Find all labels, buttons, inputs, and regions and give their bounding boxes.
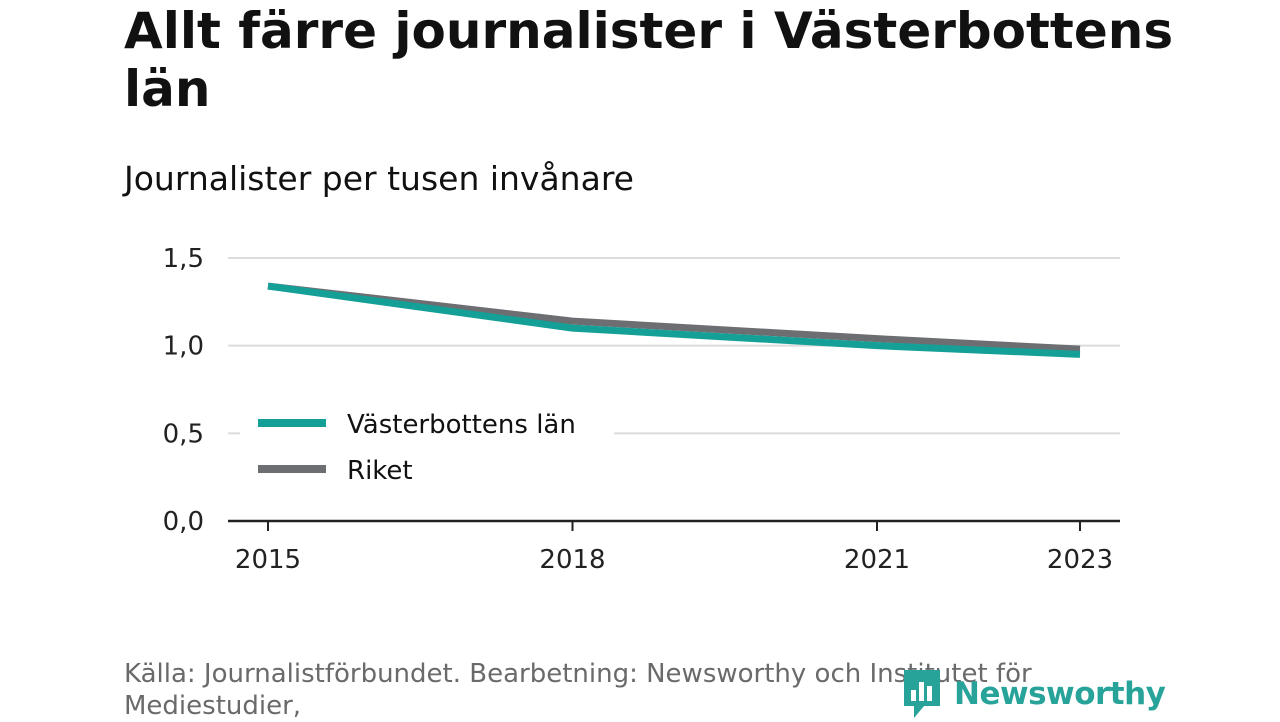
newsworthy-logo: Newsworthy (900, 668, 1165, 720)
line-chart: 0,0 0,5 1,0 1,5 2015 2018 2021 2023 Västerbott… (0, 0, 1280, 640)
y-tick-label: 0,5 (163, 419, 204, 449)
y-tick-label: 1,0 (163, 332, 204, 362)
x-tick-label: 2023 (1047, 545, 1113, 575)
brand-name: Newsworthy (954, 676, 1165, 712)
series-lines (268, 286, 1080, 355)
y-tick-label: 0,0 (163, 507, 204, 537)
legend-label: Västerbottens län (347, 410, 576, 440)
x-tick-label: 2018 (539, 545, 605, 575)
x-axis-tick-labels: 2015 2018 2021 2023 (235, 545, 1113, 575)
newsworthy-logo-icon (900, 668, 944, 720)
x-tick-label: 2015 (235, 545, 301, 575)
legend: Västerbottens län Riket (240, 398, 614, 494)
x-tick-label: 2021 (844, 545, 910, 575)
legend-label: Riket (347, 456, 413, 486)
y-axis-tick-labels: 0,0 0,5 1,0 1,5 (163, 244, 204, 537)
y-tick-label: 1,5 (163, 244, 204, 274)
series-line-riket (268, 286, 1080, 349)
x-axis (228, 521, 1120, 531)
